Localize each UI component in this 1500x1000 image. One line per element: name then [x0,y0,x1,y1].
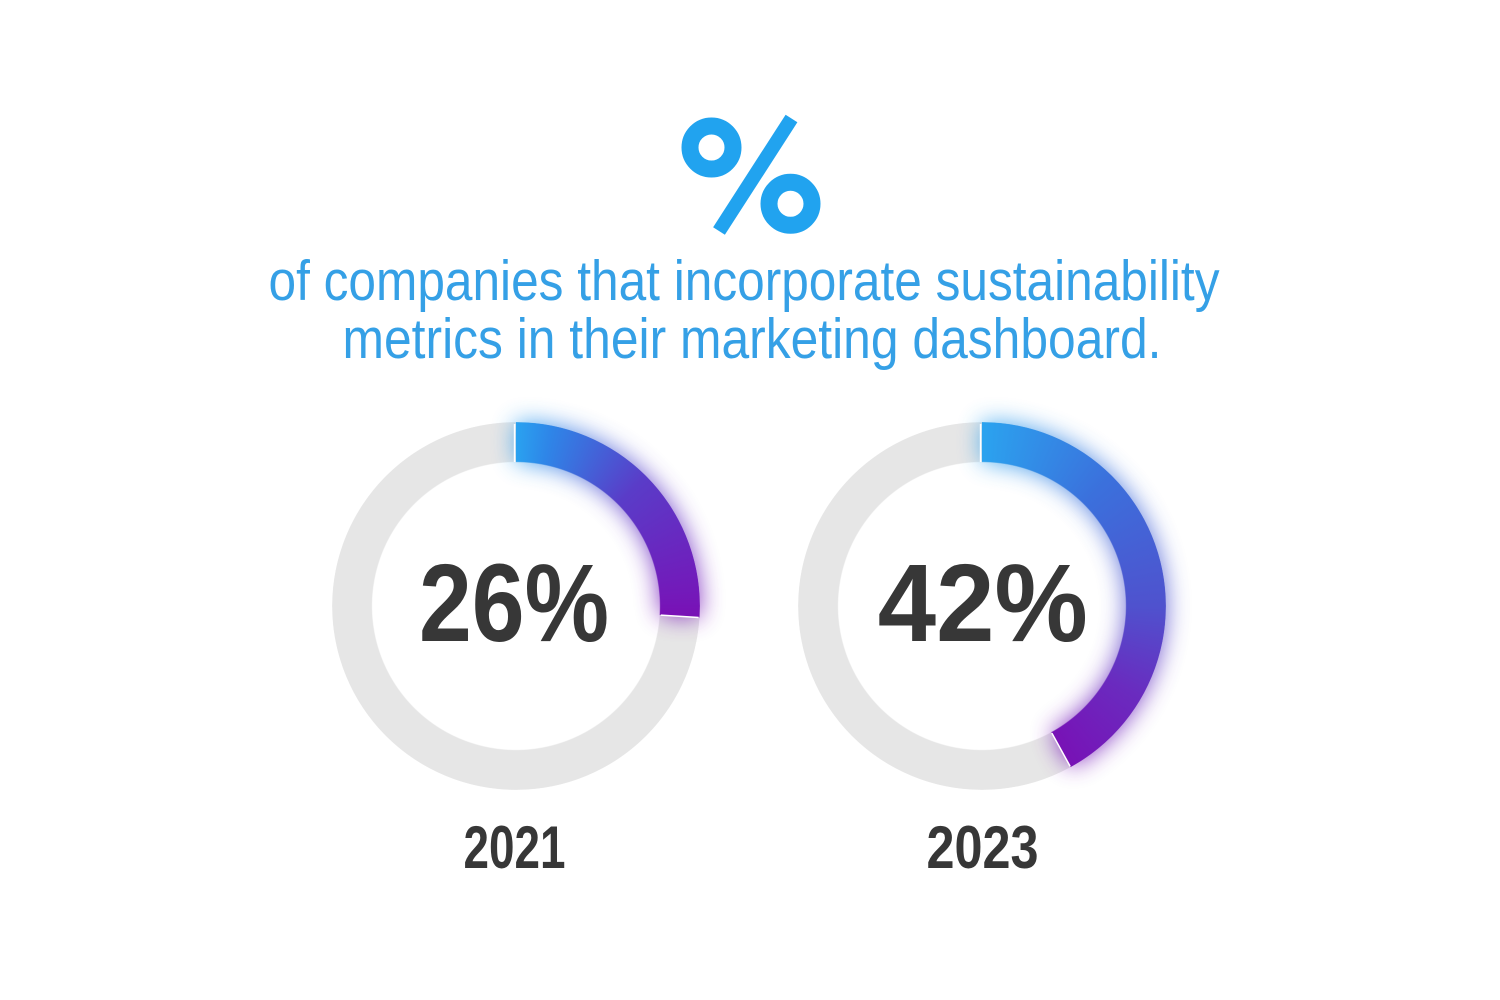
svg-text:of companies that incorporate: of companies that incorporate sustainabi… [269,249,1221,312]
svg-text:2023: 2023 [927,814,1039,881]
svg-text:42%: 42% [878,542,1088,665]
svg-text:26%: 26% [419,542,609,665]
svg-text:2021: 2021 [464,814,566,881]
svg-text:metrics in their marketing das: metrics in their marketing dashboard. [343,307,1162,370]
